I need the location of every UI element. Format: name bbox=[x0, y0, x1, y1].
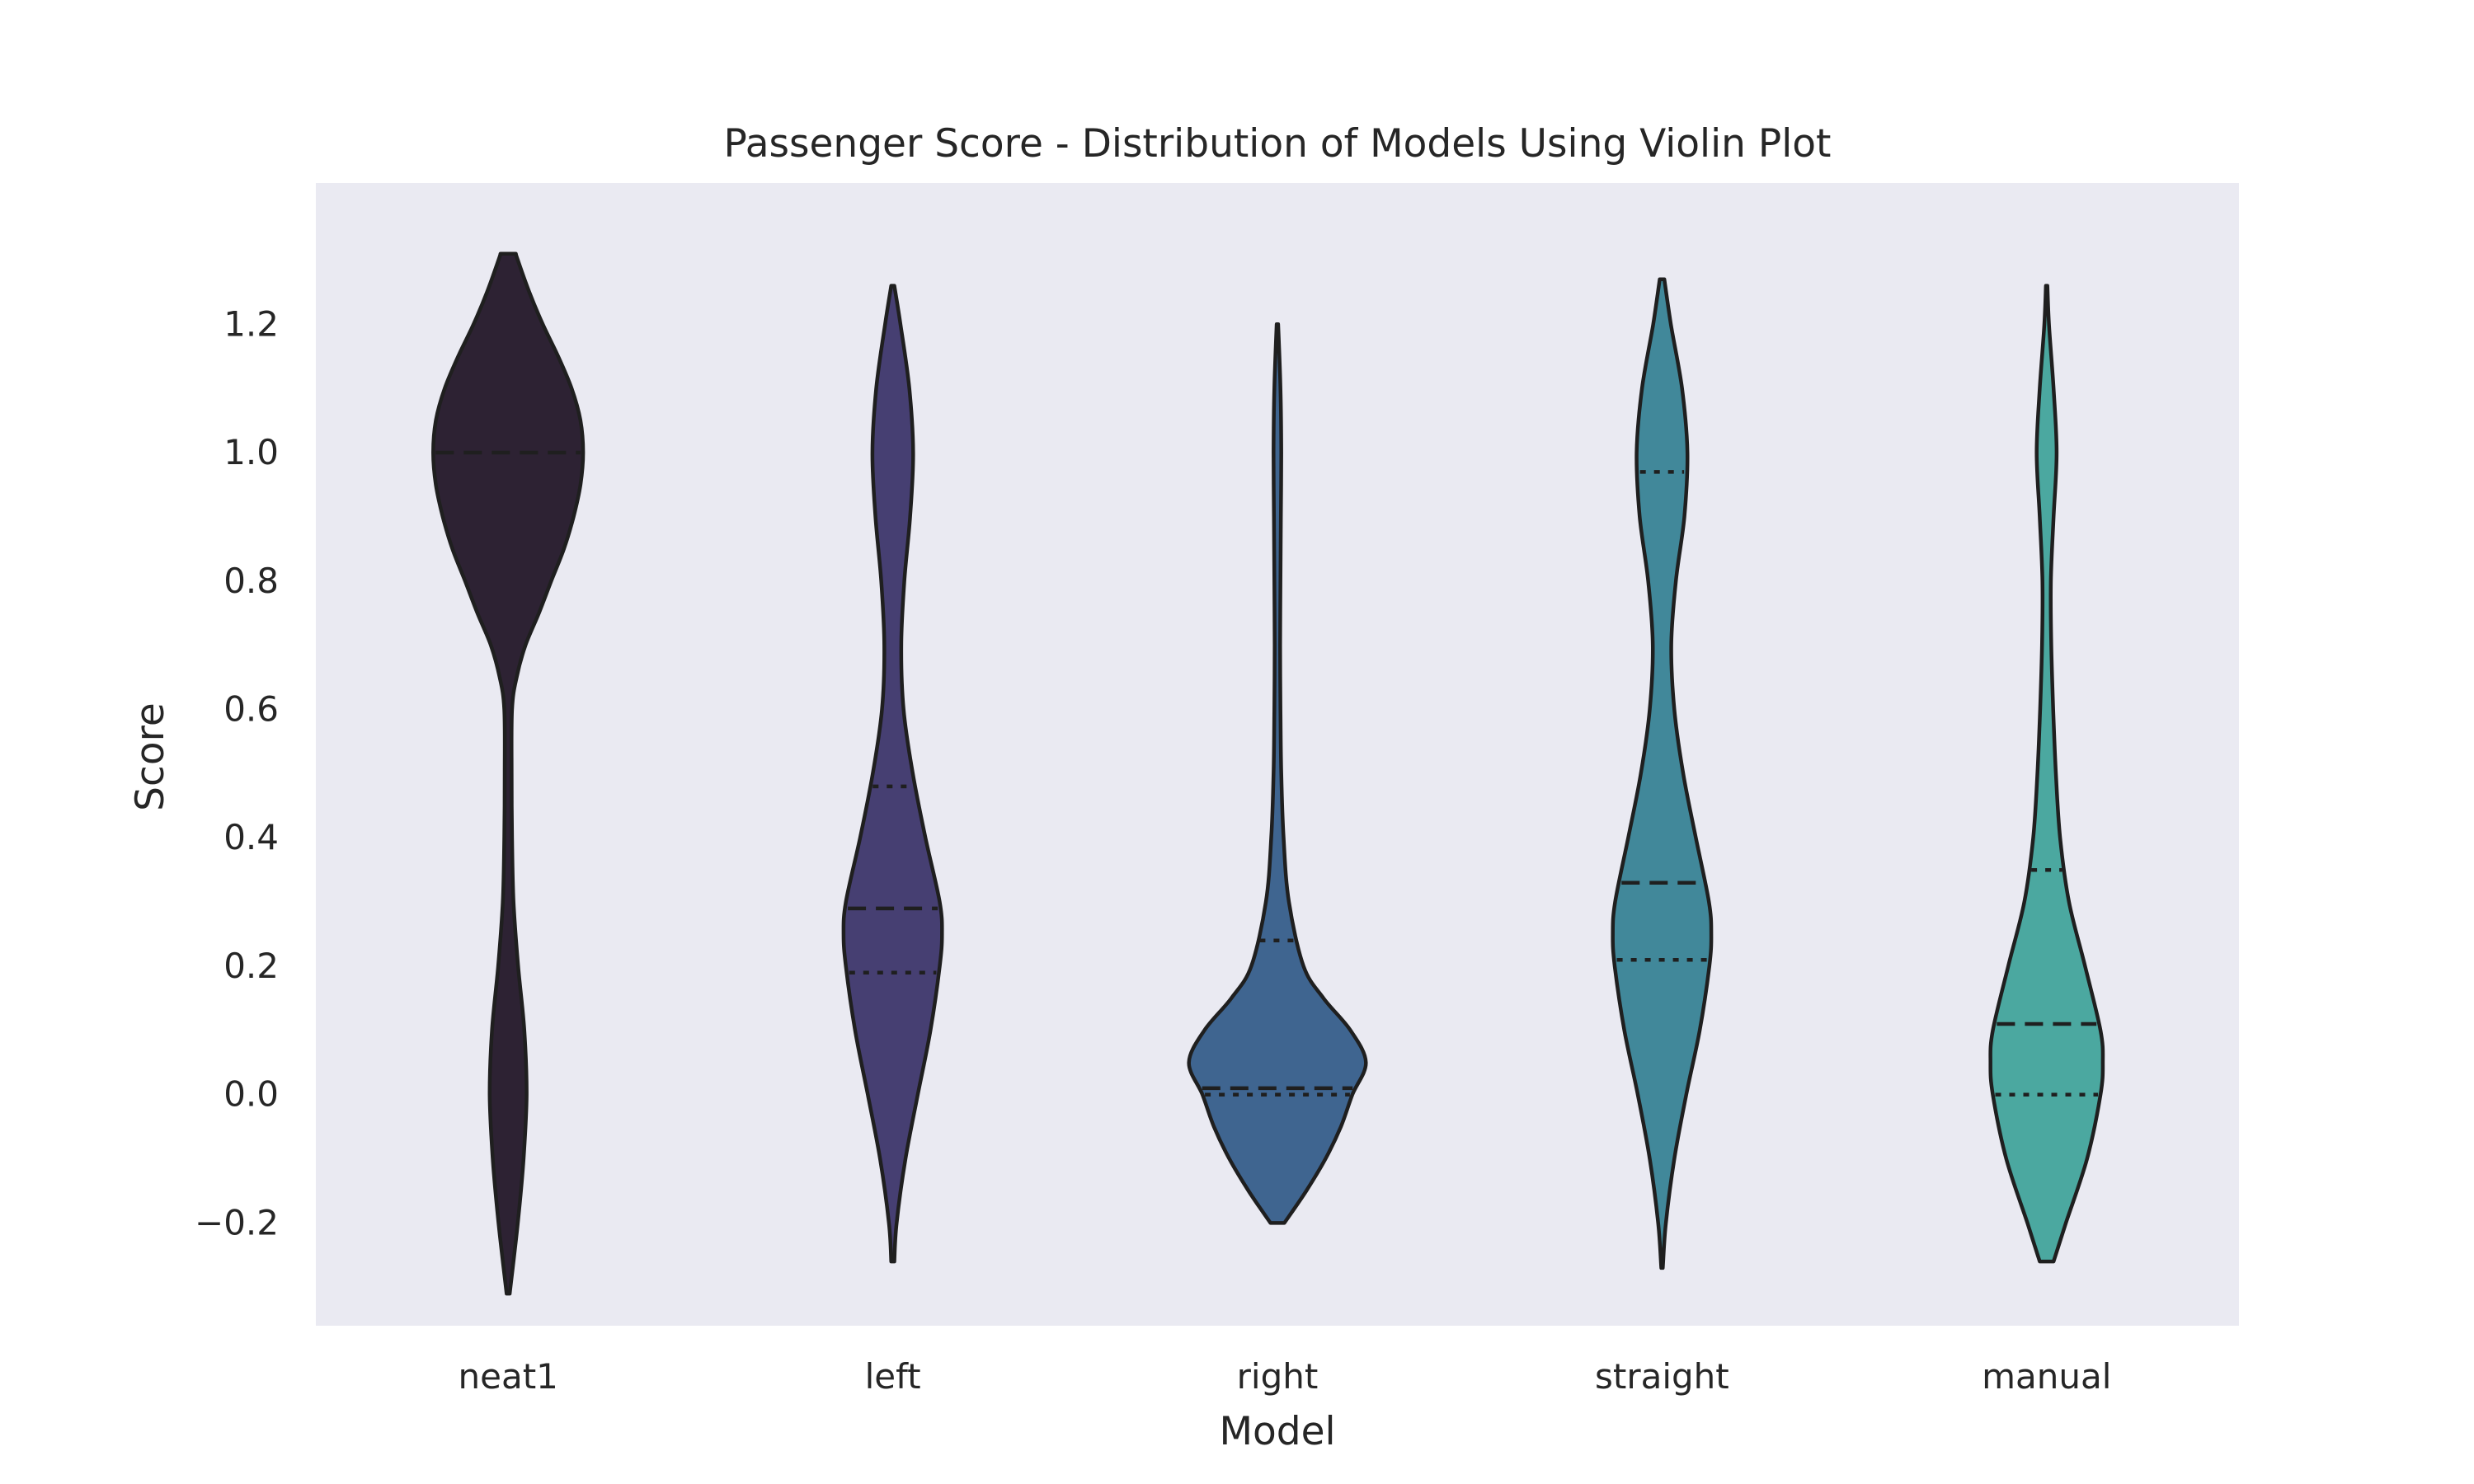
violin-manual bbox=[1988, 284, 2105, 1264]
x-axis-ticks: neat1 left right straight manual bbox=[459, 1356, 2112, 1397]
violin-left bbox=[841, 284, 944, 1264]
y-tick-label: 1.2 bbox=[223, 303, 279, 344]
violins-group bbox=[431, 251, 2105, 1296]
y-tick-label: 0.4 bbox=[223, 817, 279, 857]
y-tick-label: 0.6 bbox=[223, 689, 279, 730]
y-tick-label: −0.2 bbox=[195, 1202, 279, 1242]
x-axis-label: Model bbox=[1219, 1409, 1335, 1454]
x-tick-label-neat1: neat1 bbox=[459, 1356, 558, 1397]
y-axis-label: Score bbox=[128, 702, 173, 811]
x-tick-label-left: left bbox=[865, 1356, 921, 1397]
violin-straight bbox=[1611, 277, 1714, 1270]
x-tick-label-right: right bbox=[1237, 1356, 1319, 1397]
y-axis-ticks: −0.2 0.0 0.2 0.4 0.6 0.8 1.0 1.2 bbox=[195, 303, 279, 1242]
chart-title: Passenger Score - Distribution of Models… bbox=[724, 121, 1832, 167]
y-tick-label: 0.2 bbox=[223, 946, 279, 986]
violin-neat1 bbox=[431, 251, 586, 1296]
y-tick-label: 0.0 bbox=[223, 1074, 279, 1115]
x-tick-label-straight: straight bbox=[1595, 1356, 1729, 1397]
y-tick-label: 1.0 bbox=[223, 432, 279, 472]
y-tick-label: 0.8 bbox=[223, 561, 279, 601]
x-tick-label-manual: manual bbox=[1982, 1356, 2111, 1397]
violin-right bbox=[1187, 322, 1368, 1225]
